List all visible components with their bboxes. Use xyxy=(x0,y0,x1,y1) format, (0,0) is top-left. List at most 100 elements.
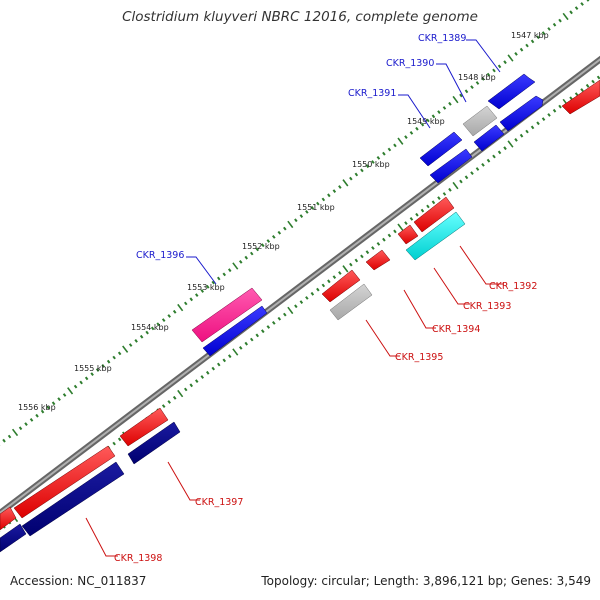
minor-tick xyxy=(261,243,265,248)
minor-tick xyxy=(376,155,381,160)
minor-tick xyxy=(167,314,171,318)
minor-tick xyxy=(464,175,469,180)
minor-tick xyxy=(150,326,155,331)
scale-label: 1554 kbp xyxy=(131,323,169,332)
minor-tick xyxy=(585,83,590,88)
scale-label: 1547 kbp xyxy=(511,31,549,40)
minor-tick xyxy=(558,104,562,109)
minor-tick xyxy=(354,172,359,177)
gene-arrow-fwd-lower-1[interactable] xyxy=(499,95,544,132)
minor-tick xyxy=(365,250,370,255)
gene-arrow-left-edge-red[interactable] xyxy=(0,506,17,531)
minor-tick xyxy=(250,337,254,342)
gene-arrow-ckr-1397[interactable] xyxy=(119,407,169,447)
minor-tick xyxy=(184,301,188,306)
minor-tick xyxy=(106,359,111,364)
minor-tick xyxy=(161,404,166,409)
gene-label-ckr-1397[interactable]: CKR_1397 xyxy=(195,497,243,508)
minor-tick xyxy=(591,79,595,84)
minor-tick xyxy=(580,2,584,6)
minor-tick xyxy=(211,366,215,371)
minor-tick xyxy=(382,151,386,156)
gene-arrow-fwd-lower-4[interactable] xyxy=(202,305,268,357)
major-tick xyxy=(452,181,459,190)
minor-tick xyxy=(283,226,287,231)
gene-arrow-ckr-1397-b[interactable] xyxy=(127,421,181,465)
gene-arrow-ckr-1394[interactable] xyxy=(365,249,391,271)
gene-arrow-fwd-lower-2[interactable] xyxy=(473,124,505,152)
gene-arrow-ckr-1396[interactable] xyxy=(191,287,263,343)
gene-label-ckr-1398[interactable]: CKR_1398 xyxy=(114,553,162,564)
minor-tick xyxy=(574,6,579,11)
gene-arrow-ckr-1390[interactable] xyxy=(462,105,498,137)
gene-arrow-ckr-1398-b[interactable] xyxy=(21,461,125,537)
major-tick xyxy=(452,95,459,104)
gene-arrow-ckr-1395-a[interactable] xyxy=(321,269,361,303)
gene-arrow-ckr-1391[interactable] xyxy=(419,131,463,167)
gene-label-ckr-1390[interactable]: CKR_1390 xyxy=(386,58,434,69)
major-tick xyxy=(342,179,349,187)
minor-tick xyxy=(195,379,199,384)
gene-arrow-ckr-1398[interactable] xyxy=(13,445,116,519)
minor-tick xyxy=(216,276,221,281)
minor-tick xyxy=(277,230,282,235)
minor-tick xyxy=(250,251,254,256)
gene-arrow-left-edge-navy[interactable] xyxy=(0,523,27,553)
gene-label-ckr-1391[interactable]: CKR_1391 xyxy=(348,88,396,99)
minor-tick xyxy=(470,85,474,90)
minor-tick xyxy=(145,330,149,335)
minor-tick xyxy=(84,376,89,381)
gene-arrow-ckr-1393[interactable] xyxy=(405,211,466,261)
gene-arrow-ckr-1389[interactable] xyxy=(487,73,536,110)
major-tick xyxy=(397,223,404,231)
minor-tick xyxy=(525,43,529,48)
minor-tick xyxy=(112,355,116,360)
minor-tick xyxy=(134,339,138,343)
minor-tick xyxy=(492,68,496,73)
gene-label-ckr-1389[interactable]: CKR_1389 xyxy=(418,33,466,44)
minor-tick xyxy=(321,283,326,288)
minor-tick xyxy=(18,426,23,431)
minor-tick xyxy=(426,118,430,123)
minor-tick xyxy=(316,201,320,206)
minor-tick xyxy=(327,193,331,198)
minor-tick xyxy=(360,168,364,173)
minor-tick xyxy=(112,441,116,446)
scale-label: 1553 kbp xyxy=(187,283,225,292)
minor-tick xyxy=(415,126,419,131)
minor-tick xyxy=(393,229,397,234)
minor-tick xyxy=(574,92,579,97)
minor-tick xyxy=(310,291,315,296)
gene-label-ckr-1396[interactable]: CKR_1396 xyxy=(136,250,184,261)
minor-tick xyxy=(227,354,232,359)
gene-label-ckr-1394[interactable]: CKR_1394 xyxy=(432,324,480,335)
minor-tick xyxy=(156,322,160,327)
minor-tick xyxy=(536,121,540,126)
minor-tick xyxy=(420,208,425,213)
minor-tick xyxy=(139,334,144,339)
minor-tick xyxy=(415,212,419,217)
gene-label-ckr-1395[interactable]: CKR_1395 xyxy=(395,352,443,363)
major-tick xyxy=(177,389,184,398)
scale-label: 1555 kbp xyxy=(74,364,112,373)
gene-arrow-far-right[interactable] xyxy=(561,79,600,115)
minor-tick xyxy=(497,64,502,69)
minor-tick xyxy=(35,413,39,418)
minor-tick xyxy=(62,393,67,397)
minor-tick xyxy=(128,343,133,347)
gene-arrow-ckr-1392[interactable] xyxy=(413,196,455,233)
minor-tick xyxy=(569,10,573,15)
gene-label-ckr-1393[interactable]: CKR_1393 xyxy=(463,301,511,312)
gene-arrow-fwd-lower-3[interactable] xyxy=(429,148,473,184)
minor-tick xyxy=(376,241,381,246)
minor-tick xyxy=(552,22,557,27)
minor-tick xyxy=(272,320,276,325)
minor-tick xyxy=(283,312,287,317)
major-tick xyxy=(507,54,514,62)
scale-label: 1556 kbp xyxy=(18,403,56,412)
gene-label-ckr-1392[interactable]: CKR_1392 xyxy=(489,281,537,292)
minor-tick xyxy=(211,280,215,285)
gene-arrow-ckr-1395[interactable] xyxy=(329,283,373,321)
gene-arrow-ckr-1392-b[interactable] xyxy=(397,224,419,245)
